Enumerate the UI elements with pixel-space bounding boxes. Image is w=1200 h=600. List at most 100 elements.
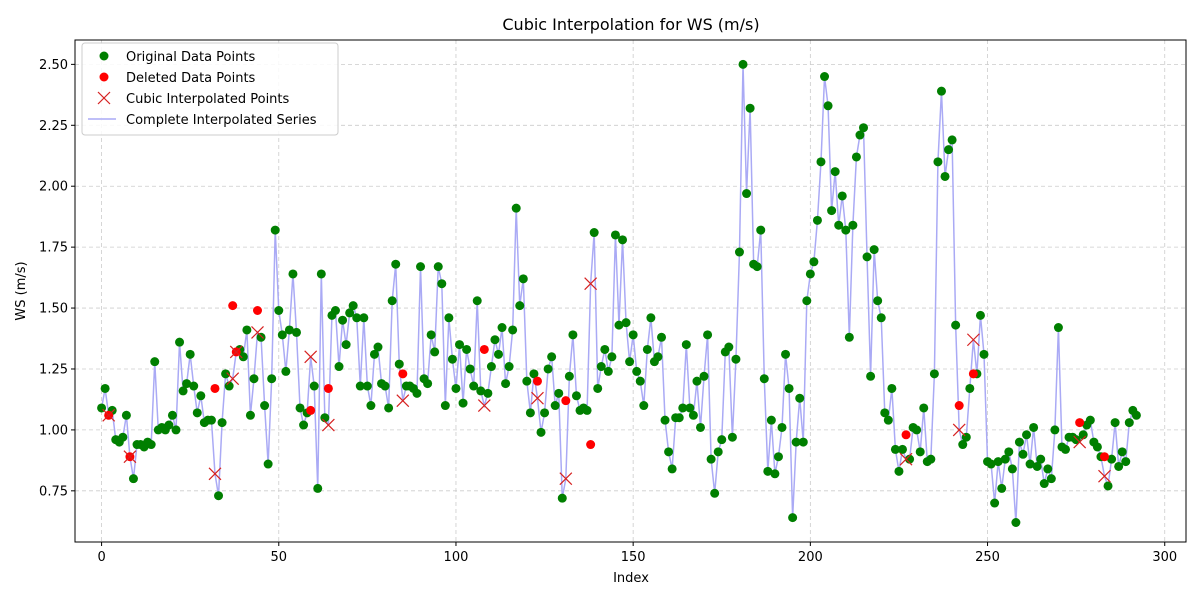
interpolated-point	[229, 345, 243, 359]
original-point	[851, 152, 861, 162]
deleted-point	[968, 369, 978, 379]
original-point	[504, 362, 514, 372]
original-point	[770, 469, 780, 479]
original-point	[678, 403, 688, 413]
original-point	[1117, 447, 1127, 457]
original-point	[936, 86, 946, 96]
original-point	[625, 357, 635, 367]
original-point	[734, 247, 744, 257]
original-point	[490, 335, 500, 345]
original-point	[781, 349, 791, 359]
original-point	[610, 230, 620, 240]
original-point	[352, 313, 362, 323]
original-point	[171, 425, 181, 435]
original-point	[295, 403, 305, 413]
original-point	[260, 401, 270, 411]
original-point	[387, 296, 397, 306]
original-point	[189, 381, 199, 391]
y-tick-label: 1.25	[39, 362, 68, 377]
original-point	[483, 388, 493, 398]
original-point	[359, 313, 369, 323]
x-tick-label: 250	[975, 550, 1000, 565]
original-point	[1032, 461, 1042, 471]
original-point	[862, 252, 872, 262]
original-point	[206, 415, 216, 425]
original-point	[745, 103, 755, 113]
original-point	[1050, 425, 1060, 435]
legend-label-deleted: Deleted Data Points	[126, 71, 256, 86]
original-point	[476, 386, 486, 396]
original-point	[508, 325, 518, 335]
original-point	[887, 383, 897, 393]
original-point	[522, 376, 532, 386]
original-point	[249, 374, 259, 384]
original-point	[834, 220, 844, 230]
deleted-point	[586, 440, 596, 450]
deleted-point	[1075, 418, 1085, 428]
original-point	[501, 379, 511, 389]
original-point	[309, 381, 319, 391]
interpolated-point	[304, 350, 318, 364]
original-point	[345, 308, 355, 318]
original-point	[603, 366, 613, 376]
y-tick-label: 2.00	[39, 180, 68, 195]
original-point	[890, 444, 900, 454]
original-point	[717, 435, 727, 445]
original-point	[593, 383, 603, 393]
original-point	[805, 269, 815, 279]
original-point	[150, 357, 160, 367]
original-point	[837, 191, 847, 201]
original-point	[848, 220, 858, 230]
original-point	[437, 279, 447, 289]
original-point	[883, 415, 893, 425]
original-point	[164, 420, 174, 430]
legend-red-marker	[99, 72, 109, 82]
original-point	[990, 498, 1000, 508]
original-point	[756, 225, 766, 235]
interpolated-point	[952, 423, 966, 437]
chart-title: Cubic Interpolation for WS (m/s)	[502, 15, 759, 34]
original-point	[185, 349, 195, 359]
original-point	[742, 189, 752, 199]
original-point	[175, 337, 185, 347]
original-point	[997, 483, 1007, 493]
original-point	[373, 342, 383, 352]
original-point	[291, 327, 301, 337]
x-tick-label: 0	[97, 550, 105, 565]
original-point	[245, 410, 255, 420]
original-point	[632, 366, 642, 376]
original-point	[646, 313, 656, 323]
original-point	[784, 383, 794, 393]
original-point	[1131, 410, 1141, 420]
interpolated-point	[966, 333, 980, 347]
original-point	[391, 259, 401, 269]
original-point	[1022, 430, 1032, 440]
original-point	[788, 513, 798, 523]
original-point	[947, 135, 957, 145]
y-tick-label: 2.50	[39, 58, 68, 73]
original-point	[915, 447, 925, 457]
original-point	[727, 432, 737, 442]
original-point	[274, 306, 284, 315]
original-point	[905, 454, 915, 464]
interpolated-point	[396, 394, 410, 408]
x-tick-label: 100	[444, 550, 469, 565]
original-point	[940, 171, 950, 181]
original-point	[486, 362, 496, 372]
y-axis-label: WS (m/s)	[14, 261, 29, 320]
original-point	[543, 364, 553, 374]
original-point	[1053, 323, 1063, 333]
y-tick-label: 1.00	[39, 423, 68, 438]
deleted-point	[306, 405, 316, 415]
interpolated-point	[477, 399, 491, 412]
original-point	[738, 59, 748, 69]
original-point	[515, 301, 525, 311]
original-point	[692, 376, 702, 386]
original-point	[639, 401, 649, 411]
original-point	[338, 315, 348, 325]
original-point	[1092, 442, 1102, 452]
deleted-point	[561, 396, 571, 406]
original-point	[1085, 415, 1095, 425]
original-point	[1036, 454, 1046, 464]
